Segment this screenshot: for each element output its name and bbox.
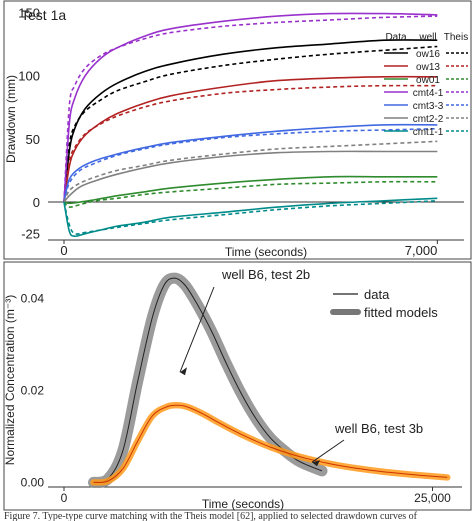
bottom-x-tick-label: 0 <box>61 491 68 505</box>
bottom-panel-frame <box>3 261 472 511</box>
bottom-annotations: well B6, test 2b well B6, test 3b <box>179 267 423 467</box>
figure-caption: Figure 7. Type-type curve matching with … <box>4 511 417 521</box>
annotation-arrowhead-3b <box>312 460 320 467</box>
bottom-y-tick-label: 0.00 <box>21 475 45 489</box>
top-y-tick-label: 150 <box>18 5 40 20</box>
bottom-axes: 0.00 0.02 0.04 0 25,000 <box>21 292 462 505</box>
legend-well-label: cmt3-3 <box>413 101 444 112</box>
top-y-tick-label: 50 <box>26 132 40 147</box>
theis-model-line <box>63 127 438 203</box>
legend-data-label: data <box>364 287 390 302</box>
legend-well-label: cmt2-2 <box>413 114 444 125</box>
top-x-tick-label: 7,000 <box>405 243 438 258</box>
top-axes: -25 0 50 100 150 0 7,000 <box>18 5 464 258</box>
bottom-y-tick-label: 0.02 <box>21 384 45 398</box>
data-series-line <box>63 197 438 238</box>
top-panel-frame <box>3 0 472 260</box>
legend-fitted-label: fitted models <box>364 305 438 320</box>
legend-header: well <box>418 32 436 43</box>
top-x-tick-label: 0 <box>60 243 67 258</box>
legend-well-label: cmt1-1 <box>413 127 444 138</box>
data-series-line <box>63 39 438 203</box>
top-y-tick-label: 100 <box>18 69 40 84</box>
data-series-line <box>63 123 438 203</box>
legend-well-label: ow01 <box>416 75 440 86</box>
concentration-data-line <box>93 404 448 483</box>
top-y-axis-label: Drawdown (mm) <box>4 75 18 163</box>
legend-well-label: ow16 <box>416 49 440 60</box>
legend-well-label: ow13 <box>416 62 440 73</box>
bottom-legend: data fitted models <box>330 287 438 320</box>
theis-model-line <box>63 15 438 203</box>
data-series-line <box>63 150 438 203</box>
top-y-tick-label: 0 <box>33 195 40 210</box>
theis-model-line <box>63 180 438 208</box>
annotation-test-2b: well B6, test 2b <box>221 267 310 282</box>
bottom-x-tick-label: 25,000 <box>414 491 451 505</box>
data-series-line <box>63 12 438 203</box>
legend-well-label: cmt4-1 <box>413 88 444 99</box>
concentration-data-line <box>93 277 323 483</box>
bottom-y-axis-label: Normalized Concentration (m⁻³) <box>3 295 17 465</box>
legend-header: Data <box>385 32 407 43</box>
bottom-x-axis-label: Time (seconds) <box>202 497 284 511</box>
theis-model-line <box>63 45 438 203</box>
theis-model-line <box>63 200 438 235</box>
annotation-test-3b: well B6, test 3b <box>334 421 423 436</box>
data-series-line <box>63 75 438 203</box>
top-x-axis-label: Time (seconds) <box>225 245 307 259</box>
theis-model-line <box>63 140 438 203</box>
annotation-arrow-2b <box>179 286 215 373</box>
bottom-series-group <box>87 272 451 488</box>
data-series-line <box>63 175 438 205</box>
top-y-tick-label: -25 <box>21 227 40 242</box>
fitted-model-band <box>90 401 451 486</box>
annotation-arrowhead-2b <box>180 367 187 376</box>
top-legend: Data well Theis ow16 ow13 ow01 cmt4-1 cmt3-3 cmt… <box>384 32 468 138</box>
annotation-arrow-3b <box>311 439 345 463</box>
top-panel-title: Test 1a <box>21 7 66 23</box>
bottom-y-tick-label: 0.04 <box>21 292 45 306</box>
top-series-group <box>63 12 438 238</box>
legend-header: Theis <box>444 32 468 43</box>
